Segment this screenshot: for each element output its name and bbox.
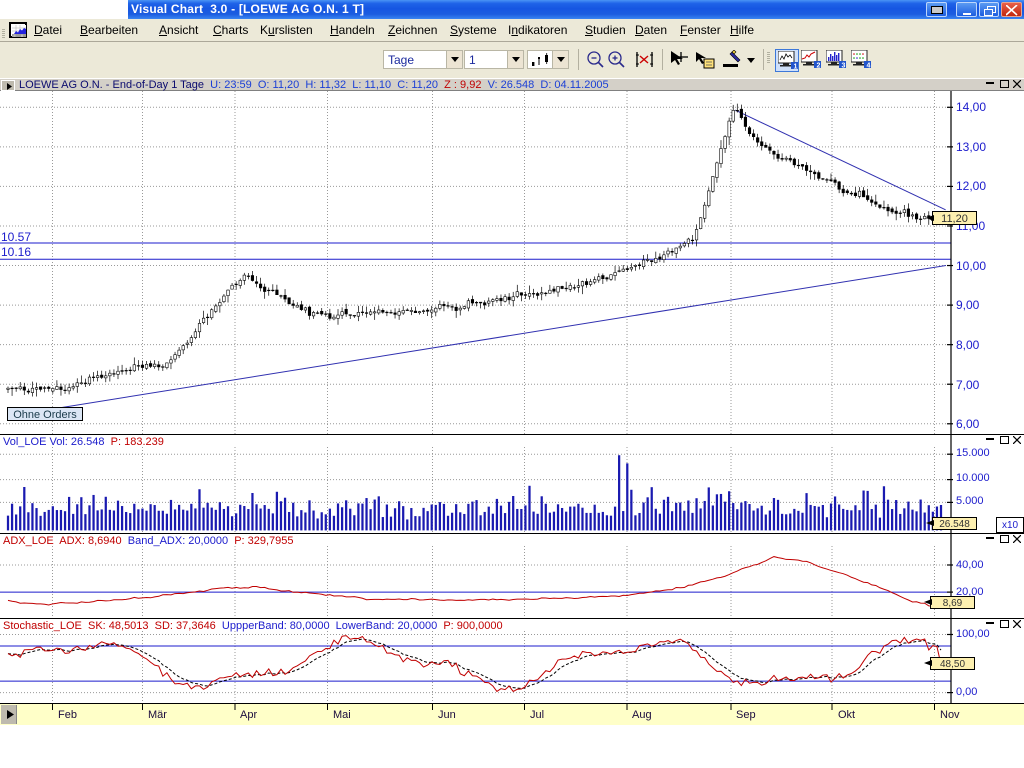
svg-text:2: 2 [817, 62, 821, 69]
svg-text:3: 3 [842, 62, 846, 69]
svg-text:4: 4 [867, 62, 871, 69]
svg-text:1: 1 [794, 63, 798, 70]
